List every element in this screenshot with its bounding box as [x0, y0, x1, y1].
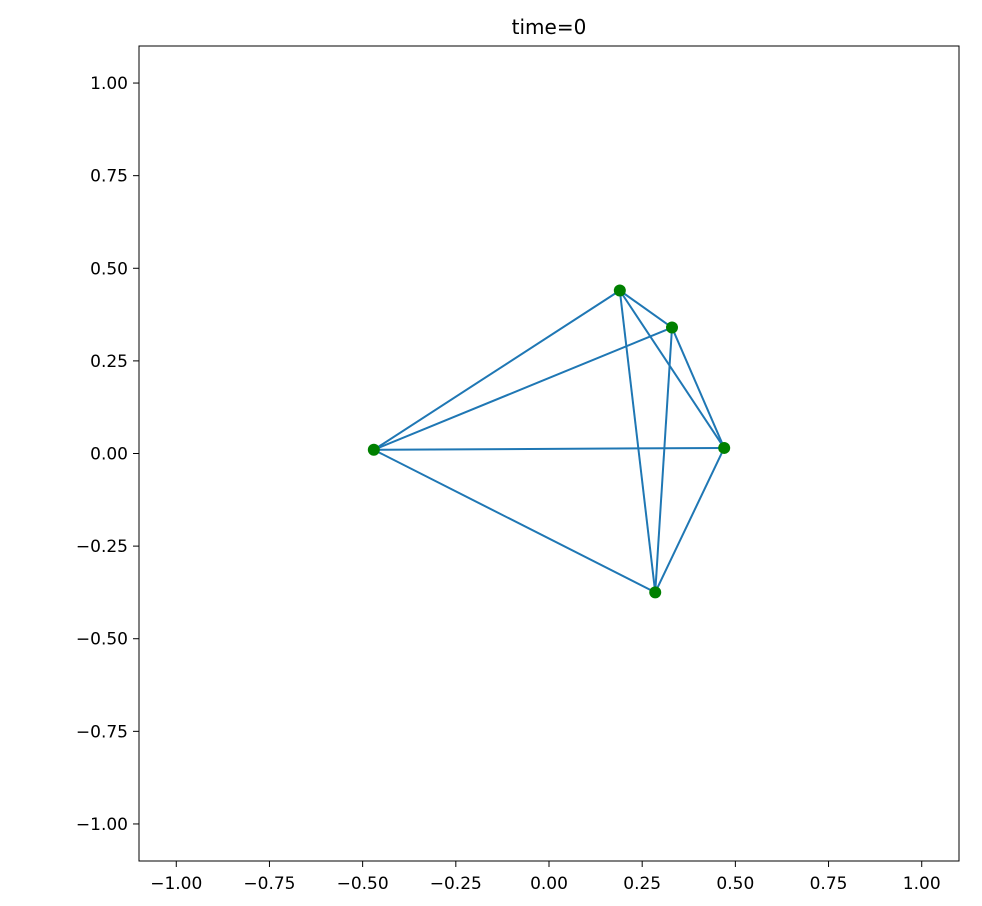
chart-title: time=0: [512, 15, 587, 39]
data-point-0: [367, 443, 380, 456]
y-tick-label: 0.50: [90, 259, 128, 279]
data-point-4: [649, 586, 662, 599]
edge-line-6: [618, 290, 657, 593]
y-tick-label: −0.25: [76, 537, 128, 557]
x-tick-label: 0.50: [716, 874, 754, 894]
data-point-2: [666, 321, 678, 334]
x-tick-label: 0.75: [810, 874, 848, 894]
points-layer: [367, 284, 731, 599]
y-tick-label: −0.50: [76, 630, 128, 650]
y-tick-label: −1.00: [76, 815, 128, 835]
y-axis: 1.00 0.75 0.50 0.25 0.00 −0.25 −0.50 −0.75 −1.00: [76, 74, 139, 835]
y-tick-label: 0.00: [90, 445, 128, 465]
x-tick-label: 0.00: [530, 874, 568, 894]
edge-line-1: [373, 326, 673, 451]
x-tick-label: −1.00: [150, 874, 202, 894]
data-point-3: [718, 441, 731, 454]
edges-layer: [373, 289, 726, 594]
x-tick-label: −0.50: [337, 874, 389, 894]
edge-line-2: [373, 446, 725, 451]
edge-line-9: [654, 447, 726, 593]
edge-line-5: [618, 289, 726, 449]
x-tick-label: 0.25: [623, 874, 661, 894]
data-point-1: [613, 284, 626, 297]
edge-line-3: [373, 448, 656, 594]
x-axis: −1.00 −0.75 −0.50 −0.25 0.00 0.25 0.50 0.75 1.00: [150, 861, 941, 894]
x-tick-label: −0.75: [243, 874, 295, 894]
x-tick-label: −0.25: [430, 874, 482, 894]
edge-line-0: [373, 289, 621, 451]
y-tick-label: 0.25: [90, 352, 128, 372]
y-tick-label: 1.00: [90, 74, 128, 94]
y-tick-label: −0.75: [76, 722, 128, 742]
x-tick-label: 1.00: [903, 874, 941, 894]
edge-line-8: [654, 327, 673, 593]
y-tick-label: 0.75: [90, 167, 128, 187]
edge-line-4: [619, 289, 673, 329]
edge-line-7: [671, 327, 726, 449]
